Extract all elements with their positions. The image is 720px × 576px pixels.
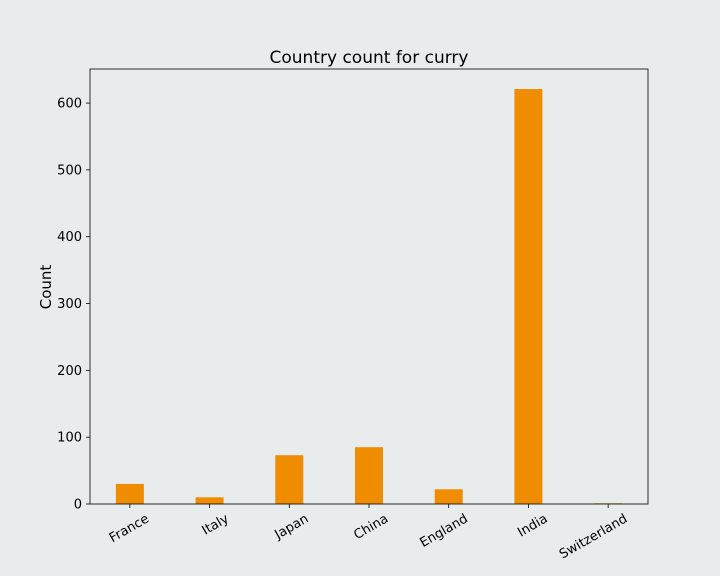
plot-frame <box>89 68 649 505</box>
x-tick-label-india: India <box>515 511 550 540</box>
bar-italy <box>195 497 224 504</box>
x-tick-label-france: France <box>107 511 152 546</box>
bar-japan <box>275 455 304 504</box>
bar-france <box>115 483 144 504</box>
x-tick-label-italy: Italy <box>200 511 232 538</box>
y-tick-label: 100 <box>57 431 82 446</box>
y-tick-label: 300 <box>57 297 82 312</box>
x-tick-label-switzerland: Switzerland <box>557 511 630 562</box>
plot-area: 0 100 200 300 400 500 600 France Italy Japan China… <box>57 68 649 562</box>
bar-china <box>355 447 383 504</box>
chart-title: Country count for curry <box>270 48 469 68</box>
y-tick-label: 600 <box>57 97 82 112</box>
y-tick-label: 200 <box>57 364 82 379</box>
bar-england <box>434 489 463 504</box>
y-tick-label: 500 <box>57 163 82 178</box>
x-tick-label-england: England <box>418 511 471 550</box>
y-axis-label: Count <box>37 265 55 310</box>
x-tick-label-china: China <box>351 511 391 543</box>
x-tick-label-japan: Japan <box>272 511 312 543</box>
y-tick-label: 0 <box>74 498 82 513</box>
bar-india <box>514 89 543 505</box>
y-tick-label: 400 <box>57 230 82 245</box>
